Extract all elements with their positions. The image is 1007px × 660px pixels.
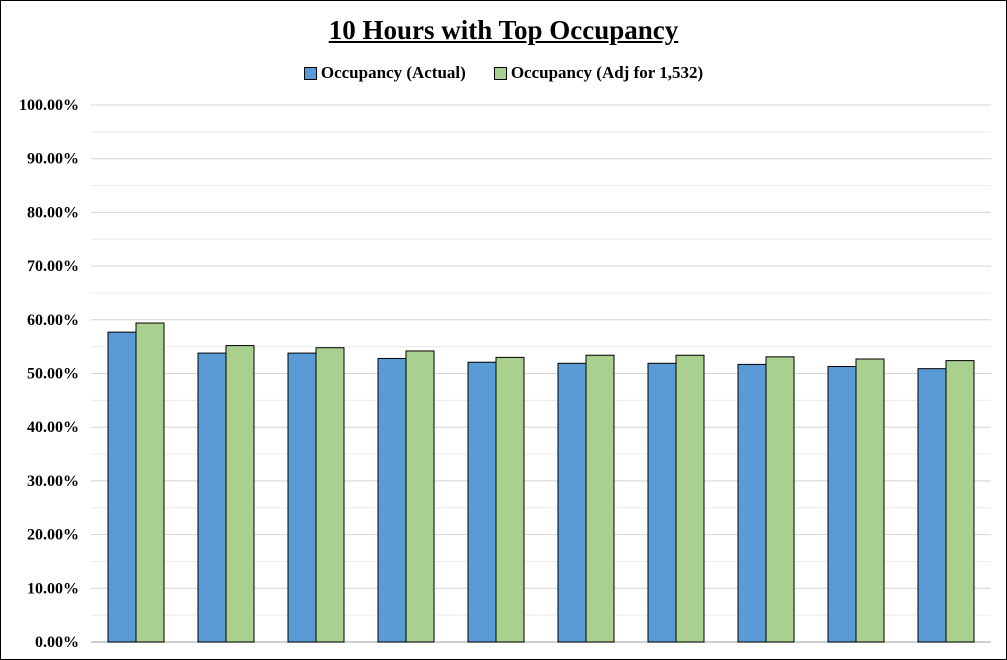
legend: Occupancy (Actual) Occupancy (Adj for 1,… bbox=[1, 63, 1006, 83]
bar-adjusted bbox=[405, 350, 435, 643]
legend-label-adjusted: Occupancy (Adj for 1,532) bbox=[510, 63, 704, 82]
y-tick-label: 30.00% bbox=[27, 473, 79, 490]
legend-swatch-actual bbox=[303, 66, 317, 80]
bar-adjusted bbox=[135, 322, 165, 643]
bar-adjusted bbox=[495, 356, 525, 643]
y-tick-label: 20.00% bbox=[27, 527, 79, 544]
y-tick-label: 10.00% bbox=[27, 580, 79, 597]
legend-entry-actual: Occupancy (Actual) bbox=[303, 63, 466, 83]
y-tick-label: 60.00% bbox=[27, 312, 79, 329]
bar-actual bbox=[917, 368, 947, 643]
bar-adjusted bbox=[315, 347, 345, 643]
y-tick-label: 50.00% bbox=[27, 366, 79, 383]
bar-actual bbox=[557, 362, 587, 643]
legend-entry-adjusted: Occupancy (Adj for 1,532) bbox=[493, 63, 704, 83]
bar-actual bbox=[377, 357, 407, 643]
y-tick-label: 80.00% bbox=[27, 204, 79, 221]
bar-adjusted bbox=[675, 354, 705, 643]
y-tick-label: 90.00% bbox=[27, 151, 79, 168]
bar-actual bbox=[107, 331, 137, 643]
y-tick-label: 40.00% bbox=[27, 419, 79, 436]
bar-adjusted bbox=[765, 356, 795, 643]
bar-adjusted bbox=[855, 358, 885, 643]
bar-adjusted bbox=[225, 345, 255, 643]
bar-actual bbox=[737, 363, 767, 643]
chart-title: 10 Hours with Top Occupancy bbox=[328, 15, 679, 45]
y-tick-label: 0.00% bbox=[35, 634, 79, 651]
legend-swatch-adjusted bbox=[493, 66, 507, 80]
bar-actual bbox=[647, 362, 677, 643]
y-tick-label: 70.00% bbox=[27, 258, 79, 275]
bar-actual bbox=[197, 352, 227, 643]
bar-adjusted bbox=[585, 354, 615, 643]
y-tick-label: 100.00% bbox=[19, 97, 79, 114]
bar-actual bbox=[287, 352, 317, 643]
bar-actual bbox=[467, 361, 497, 643]
bar-actual bbox=[827, 366, 857, 643]
legend-label-actual: Occupancy (Actual) bbox=[320, 63, 466, 82]
bar-adjusted bbox=[945, 360, 975, 643]
